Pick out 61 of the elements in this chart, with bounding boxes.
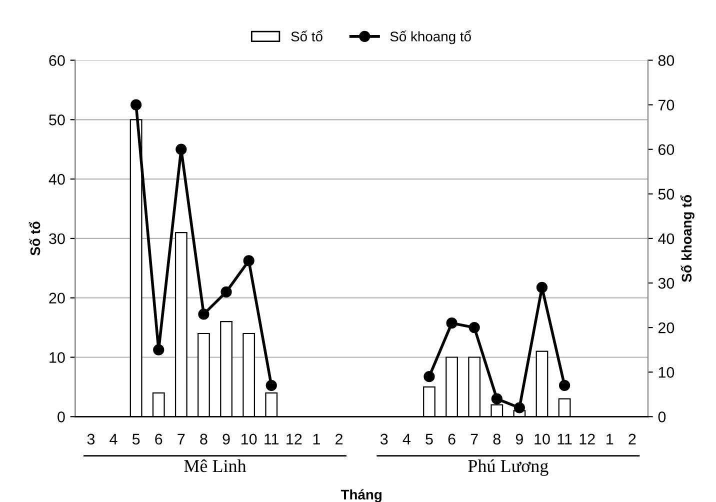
x-tick-label: 8 — [200, 434, 208, 445]
text: Phú Lương — [468, 459, 548, 476]
point — [514, 402, 525, 414]
x-tick-label: 7 — [178, 434, 185, 444]
y2-tick-label: 10 — [658, 366, 674, 378]
point — [243, 255, 254, 266]
legend-label: Số tổ — [291, 30, 322, 42]
y2-tick-label: 0 — [658, 412, 666, 422]
x-tick-label: 9 — [516, 434, 523, 445]
point — [558, 380, 570, 392]
x-tick-label: 2 — [628, 434, 636, 444]
y-tick-label: 40 — [48, 174, 65, 185]
x-tick-label: 4 — [110, 434, 118, 444]
y2-tick-label: 20 — [658, 322, 674, 334]
y2-tick-label: 60 — [658, 144, 674, 156]
x-tick-label: 12 — [286, 434, 302, 444]
x-tick-label: 8 — [493, 434, 500, 445]
point — [468, 322, 480, 334]
x-tick-label: 11 — [264, 434, 279, 444]
x-tick-label: 7 — [470, 434, 478, 444]
point — [424, 371, 435, 382]
point — [220, 286, 232, 298]
x-tick-label: 6 — [448, 434, 456, 445]
y2-tick-label: 50 — [658, 188, 674, 200]
x-tick-label: 12 — [580, 434, 595, 444]
y-tick-label: 30 — [49, 233, 65, 244]
y-tick-label: 60 — [49, 55, 65, 66]
point — [536, 282, 548, 294]
x-tick-label: 3 — [87, 434, 95, 445]
x-tick-label: 5 — [426, 434, 433, 445]
y-axis-title: Số tổ — [28, 222, 40, 256]
x-tick-label: 4 — [402, 434, 410, 444]
x-tick-label: 2 — [336, 434, 343, 444]
y2-tick-label: 40 — [658, 233, 674, 244]
x-tick-label: 1 — [313, 434, 320, 444]
y-tick-label: 20 — [49, 292, 65, 304]
x-tick-label: 11 — [558, 434, 572, 444]
legend-label: Số khoang tổ — [390, 30, 471, 44]
point — [446, 318, 458, 329]
text: Mê Linh — [184, 459, 246, 472]
x-tick-label: 10 — [534, 434, 550, 445]
y2-tick-label: 30 — [658, 278, 674, 289]
y2-axis-title: Số khoang tổ — [680, 195, 694, 282]
y2-tick-label: 80 — [658, 55, 674, 66]
x-axis-title: Tháng — [340, 489, 382, 502]
x-tick-label: 10 — [241, 434, 257, 445]
point — [153, 344, 164, 356]
point — [176, 144, 187, 155]
point — [130, 99, 142, 110]
point — [491, 393, 502, 404]
x-tick-label: 6 — [155, 434, 162, 445]
y-tick-label: 0 — [58, 412, 65, 422]
y-tick-label: 50 — [49, 114, 65, 126]
x-tick-label: 1 — [606, 434, 614, 444]
x-tick-label: 5 — [132, 434, 140, 445]
y2-tick-label: 70 — [658, 100, 674, 110]
point — [198, 308, 210, 320]
x-tick-label: 3 — [380, 434, 388, 445]
point — [266, 380, 277, 392]
y-tick-label: 10 — [50, 352, 65, 363]
x-tick-label: 9 — [222, 434, 230, 445]
